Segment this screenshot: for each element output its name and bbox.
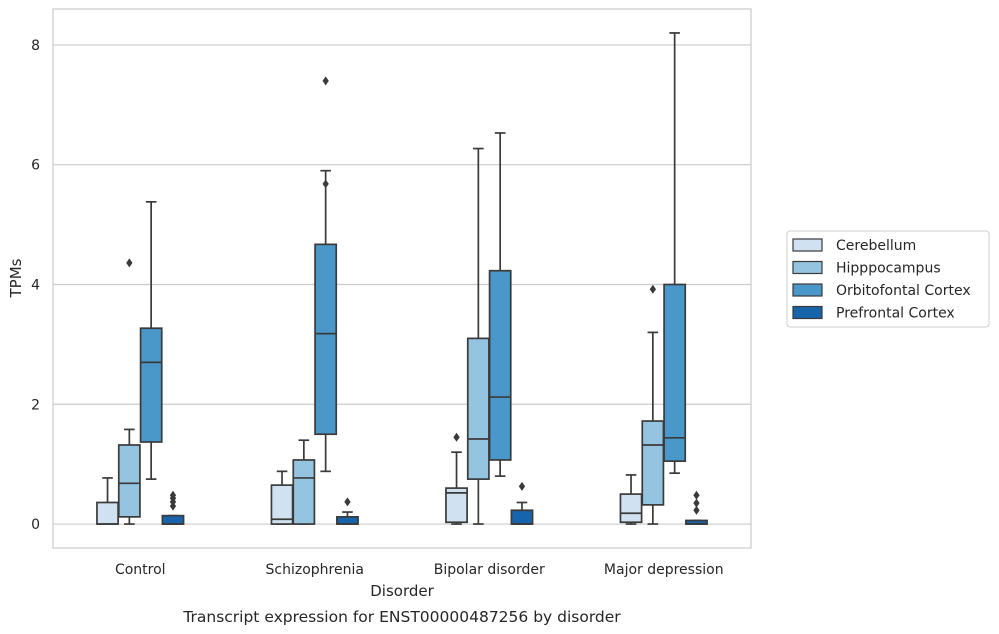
y-tick-label: 6	[31, 158, 40, 174]
box-orbitofontal-cortex	[139, 200, 163, 480]
box-prefrontal-cortex	[161, 490, 185, 525]
outlier-point	[169, 490, 177, 500]
box-iqr	[161, 514, 185, 525]
box-orbitofontal-cortex	[663, 32, 687, 474]
box-iqr	[641, 420, 665, 506]
legend-swatch	[792, 238, 823, 252]
outlier-point	[322, 76, 329, 86]
legend: Cerebellum Hipppocampus Orbitofontal Corte…	[786, 230, 990, 328]
box-iqr	[96, 501, 119, 525]
box-hipppocampus	[466, 147, 490, 525]
box-iqr	[663, 283, 687, 463]
outlier-point	[453, 432, 460, 442]
x-tick-label: Major depression	[604, 562, 724, 578]
y-tick-label: 2	[31, 397, 40, 413]
box-orbitofontal-cortex	[488, 132, 512, 477]
y-tick-label: 0	[31, 517, 40, 533]
outlier-point	[693, 505, 700, 515]
y-tick-labels: 0 2 4 6 8	[31, 38, 40, 533]
x-tick-label: Schizophrenia	[266, 562, 364, 578]
box-iqr	[510, 509, 534, 525]
box-orbitofontal-cortex	[314, 76, 338, 473]
legend-swatch	[792, 283, 823, 297]
box-iqr	[445, 487, 468, 524]
legend-label: Hipppocampus	[836, 261, 941, 277]
legend-swatch	[792, 260, 823, 275]
box-hipppocampus	[117, 258, 141, 525]
box-iqr	[488, 269, 512, 461]
outlier-point	[518, 481, 526, 491]
boxes	[96, 32, 708, 525]
box-iqr	[619, 493, 643, 524]
x-tick-label: Control	[115, 562, 166, 578]
outlier-point	[322, 179, 329, 189]
outlier-point	[693, 490, 700, 500]
chart-caption: Transcript expression for ENST0000048725…	[182, 608, 621, 626]
y-axis-label: TPMs	[7, 258, 25, 298]
box-prefrontal-cortex	[685, 490, 708, 525]
x-tick-labels: Control Schizophrenia Bipolar disorder Majo…	[115, 562, 724, 578]
box-hipppocampus	[641, 284, 665, 525]
x-tick-label: Bipolar disorder	[434, 562, 545, 578]
y-tick-label: 8	[31, 38, 40, 54]
x-axis-label: Disorder	[370, 582, 434, 600]
box-prefrontal-cortex	[336, 497, 359, 525]
y-tick-label: 4	[31, 277, 40, 293]
plot-area-frame	[52, 8, 752, 549]
box-iqr	[466, 337, 490, 480]
box-iqr	[139, 327, 163, 443]
box-prefrontal-cortex	[510, 481, 534, 525]
legend-frame	[786, 230, 990, 328]
box-hipppocampus	[292, 439, 316, 525]
legend-swatch	[792, 305, 823, 320]
box-iqr	[117, 444, 141, 518]
legend-label: Prefrontal Cortex	[836, 306, 955, 322]
outlier-point	[344, 497, 351, 507]
box-iqr	[314, 243, 338, 436]
box-cerebellum	[445, 432, 468, 525]
box-iqr	[336, 516, 359, 525]
outlier-point	[649, 284, 656, 294]
legend-label: Cerebellum	[836, 238, 916, 254]
box-cerebellum	[270, 470, 294, 525]
box-iqr	[292, 459, 316, 525]
box-cerebellum	[619, 474, 643, 525]
box-cerebellum	[96, 477, 119, 525]
outlier-point	[126, 258, 133, 268]
box-iqr	[270, 484, 294, 525]
legend-label: Orbitofontal Cortex	[836, 283, 971, 299]
outlier-point	[693, 498, 700, 508]
